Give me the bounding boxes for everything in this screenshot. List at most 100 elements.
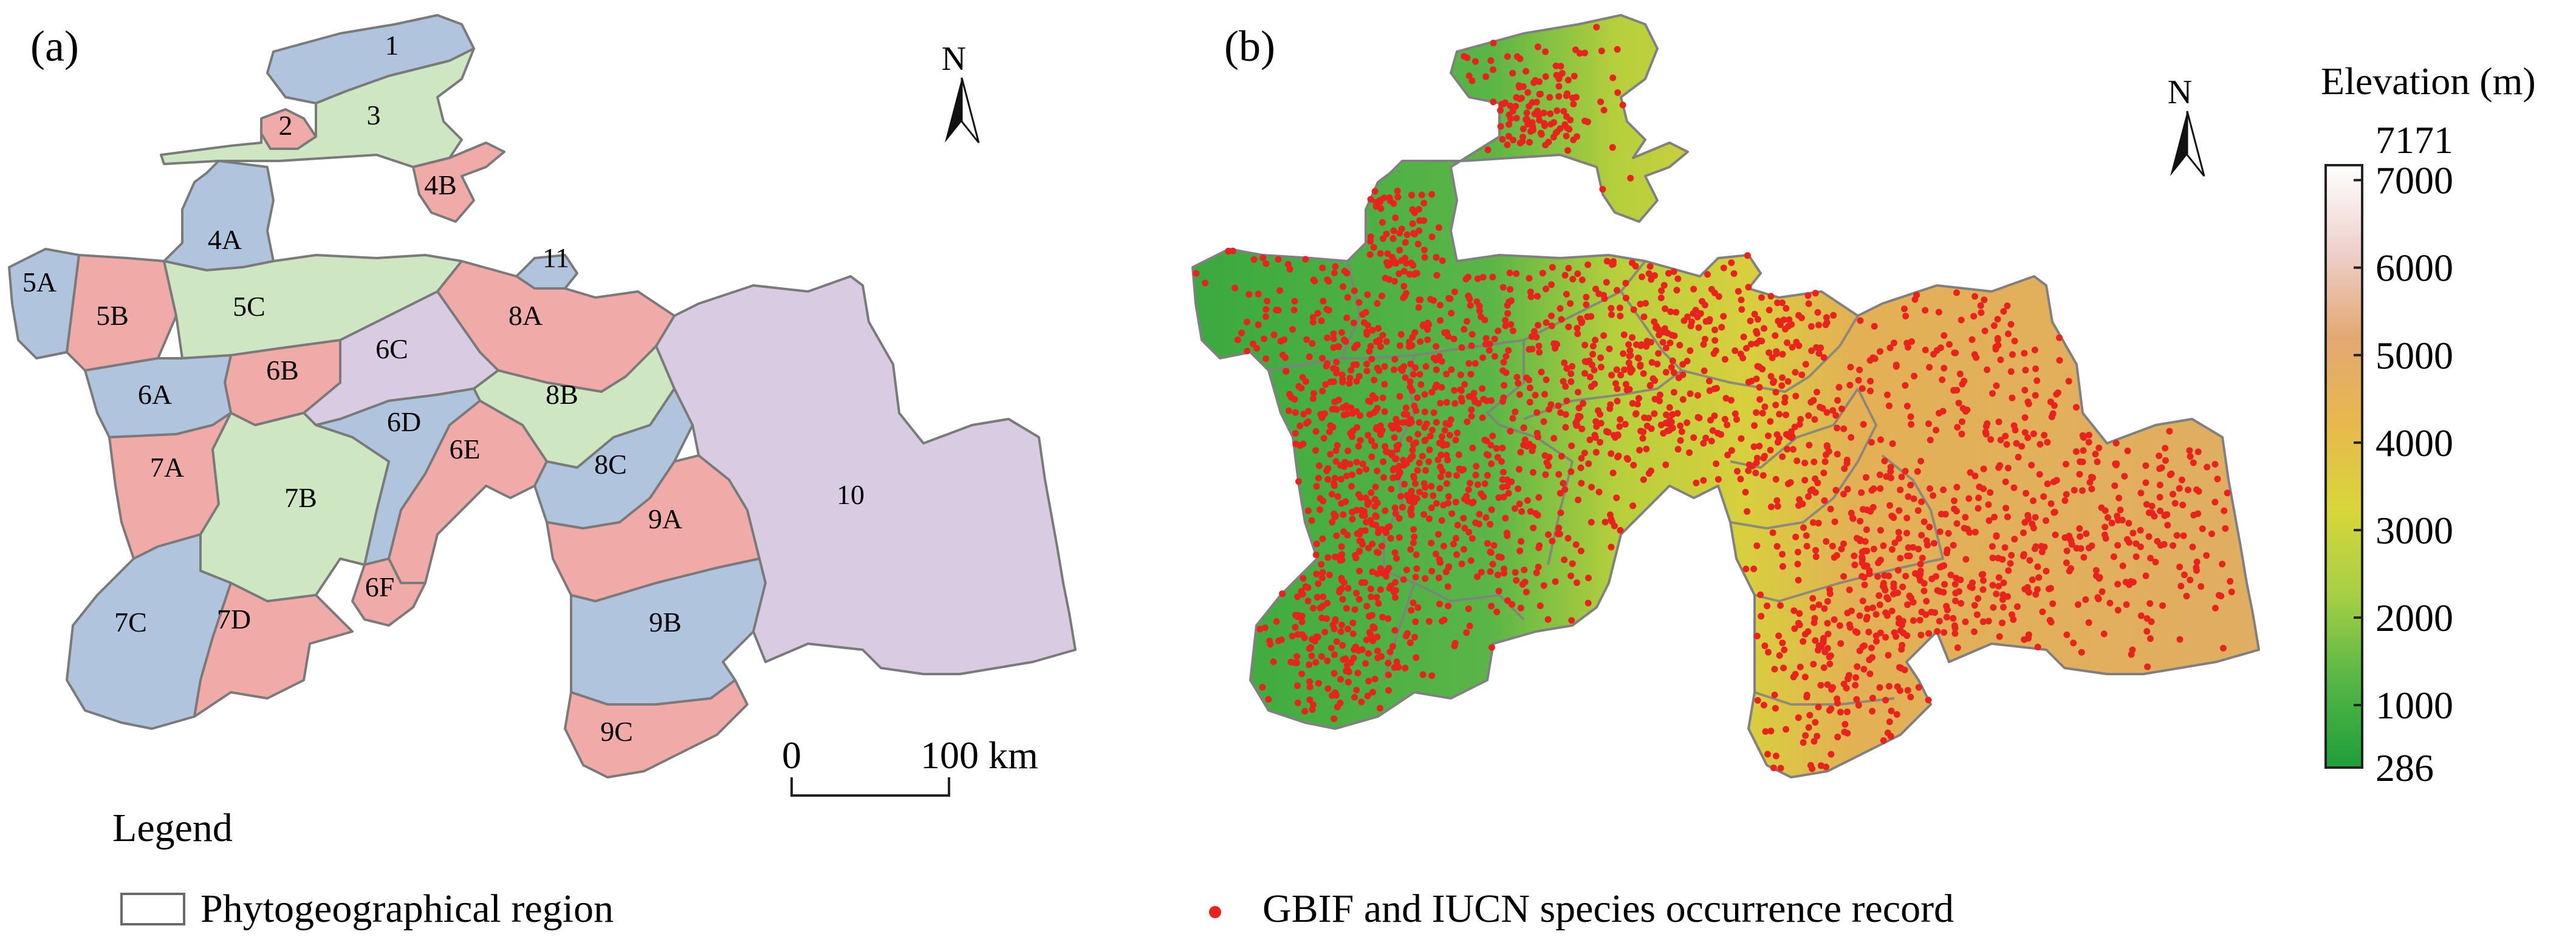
occurrence-point <box>1718 324 1725 331</box>
occurrence-point <box>1944 550 1950 557</box>
occurrence-point <box>1362 308 1369 316</box>
occurrence-point <box>1377 586 1384 593</box>
occurrence-point <box>1992 346 1999 353</box>
occurrence-point <box>1769 529 1776 536</box>
occurrence-point <box>2177 582 2185 590</box>
occurrence-point <box>1704 271 1711 278</box>
occurrence-point <box>1465 605 1472 612</box>
occurrence-point <box>1814 389 1820 396</box>
occurrence-point <box>1426 515 1433 522</box>
occurrence-point <box>1779 639 1786 647</box>
occurrence-point <box>1350 361 1357 369</box>
occurrence-point <box>1905 544 1912 551</box>
occurrence-point <box>1772 752 1780 760</box>
occurrence-point <box>2128 651 2135 658</box>
occurrence-point <box>2025 635 2032 642</box>
occurrence-point <box>1962 618 1969 625</box>
occurrence-point <box>2080 554 2088 561</box>
occurrence-point <box>1697 310 1704 317</box>
colorbar-min-label: 286 <box>2376 746 2434 789</box>
occurrence-point <box>1332 616 1339 623</box>
occurrence-point <box>2144 663 2151 670</box>
occurrence-point <box>1234 336 1241 344</box>
occurrence-point <box>1993 533 2000 540</box>
occurrence-point <box>1394 194 1402 200</box>
occurrence-point <box>1310 701 1317 708</box>
occurrence-point <box>1270 331 1278 338</box>
occurrence-point <box>1396 515 1403 522</box>
occurrence-point <box>2137 543 2144 550</box>
occurrence-point <box>1852 681 1859 689</box>
colorbar-tick-6000: 6000 <box>2376 247 2453 290</box>
occurrence-point <box>1363 367 1371 375</box>
occurrence-point <box>1700 440 1707 447</box>
occurrence-point <box>1422 467 1430 474</box>
occurrence-point <box>1368 355 1375 363</box>
occurrence-point <box>1794 548 1801 556</box>
occurrence-point <box>1512 408 1519 415</box>
occurrence-point <box>1461 496 1468 503</box>
region-6e <box>388 400 548 584</box>
occurrence-point <box>2112 440 2120 447</box>
occurrence-point <box>1793 457 1801 465</box>
occurrence-point <box>2068 541 2075 548</box>
occurrence-point <box>1435 531 1442 538</box>
occurrence-point <box>1400 457 1407 464</box>
occurrence-point <box>1846 586 1853 593</box>
occurrence-point <box>1989 554 1996 562</box>
occurrence-point <box>1548 322 1555 330</box>
occurrence-point <box>1626 347 1634 354</box>
occurrence-point <box>1858 554 1866 560</box>
occurrence-point <box>1375 325 1382 332</box>
occurrence-point <box>1443 370 1450 378</box>
occurrence-point <box>1428 483 1435 490</box>
occurrence-point <box>1875 592 1883 599</box>
occurrence-point <box>1987 436 1995 443</box>
occurrence-point <box>1416 371 1423 378</box>
occurrence-point <box>1817 681 1824 689</box>
occurrence-point <box>1515 380 1522 387</box>
occurrence-point <box>1809 604 1817 611</box>
occurrence-point <box>2151 513 2158 520</box>
occurrence-point <box>1406 639 1414 646</box>
occurrence-point <box>1923 598 1930 605</box>
occurrence-point <box>1774 503 1781 510</box>
occurrence-point <box>1527 293 1535 301</box>
occurrence-point <box>1436 559 1444 566</box>
occurrence-point <box>1502 322 1509 330</box>
occurrence-point <box>1489 273 1496 281</box>
occurrence-point <box>1517 449 1524 456</box>
occurrence-point <box>1555 75 1563 83</box>
occurrence-point <box>1662 461 1670 468</box>
occurrence-point <box>1876 471 1883 479</box>
occurrence-point <box>1810 661 1817 668</box>
occurrence-point <box>1313 570 1320 578</box>
occurrence-point <box>1319 569 1326 576</box>
occurrence-point <box>1607 401 1614 408</box>
occurrence-point <box>1877 629 1884 636</box>
occurrence-point <box>1391 356 1399 363</box>
occurrence-point <box>1600 291 1607 299</box>
occurrence-point <box>1592 418 1600 425</box>
occurrence-point <box>1877 526 1884 534</box>
occurrence-point <box>1509 70 1516 77</box>
occurrence-point <box>1627 174 1634 182</box>
occurrence-point <box>1454 522 1461 529</box>
occurrence-point <box>1365 397 1372 404</box>
occurrence-point <box>1557 409 1564 416</box>
occurrence-point <box>2080 434 2088 441</box>
occurrence-point <box>1507 102 1514 109</box>
occurrence-point <box>2000 579 2007 587</box>
occurrence-point <box>1643 423 1651 429</box>
occurrence-point <box>1487 549 1495 556</box>
occurrence-point <box>1930 350 1937 358</box>
occurrence-point <box>1355 596 1363 603</box>
occurrence-point <box>2106 599 2114 607</box>
occurrence-point <box>2176 485 2183 492</box>
occurrence-point <box>1564 147 1571 154</box>
occurrence-point <box>1318 317 1325 324</box>
occurrence-point <box>1389 642 1396 650</box>
occurrence-point <box>2095 445 2103 452</box>
occurrence-point <box>1513 373 1521 381</box>
occurrence-point <box>1907 413 1914 420</box>
